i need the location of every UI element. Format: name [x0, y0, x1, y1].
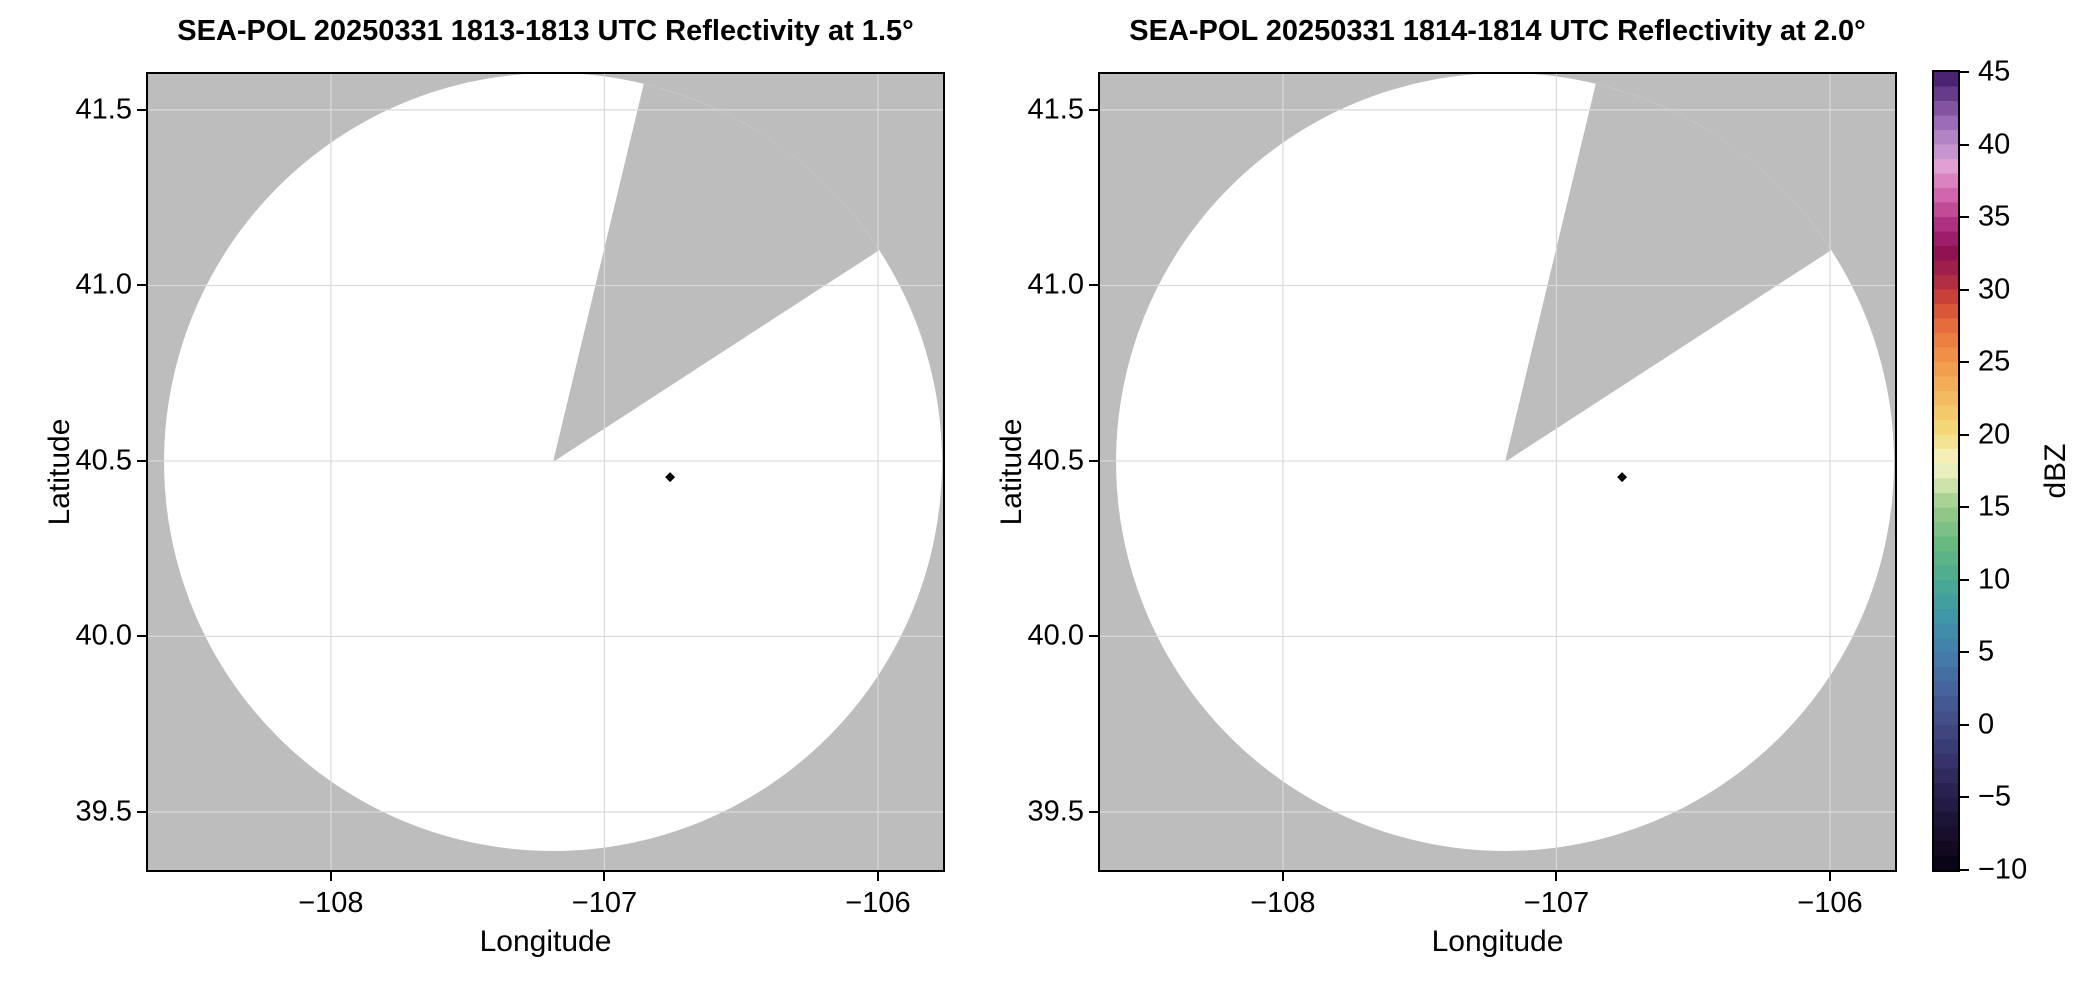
y-tick-label: 39.5: [75, 795, 132, 828]
missing-data-sector: [1505, 83, 1832, 463]
x-tick-label: −107: [571, 887, 638, 919]
x-axis-label: Longitude: [1431, 925, 1564, 958]
colorbar-tick-label: 35: [1978, 200, 2011, 233]
colorbar-tick-label: 25: [1978, 345, 2011, 378]
colorbar-tickmark: [1960, 71, 1969, 73]
radar-map-2: [1098, 72, 1897, 872]
colorbar-tickmark: [1960, 288, 1969, 291]
y-tickmark: [1089, 459, 1098, 462]
x-tick-label: −106: [845, 887, 911, 919]
y-axis-label: Latitude: [995, 418, 1028, 526]
colorbar-bar: [1932, 70, 1960, 872]
site-marker: [1617, 472, 1628, 483]
colorbar-tickmark: [1960, 651, 1969, 654]
plot-title-1: SEA-POL 20250331 1813-1813 UTC Reflectiv…: [177, 15, 914, 47]
y-tickmark: [137, 459, 146, 462]
x-tick-label: −107: [1523, 887, 1590, 919]
x-tickmark: [1281, 872, 1284, 881]
y-tick-label: 40.5: [75, 444, 132, 477]
x-tick-label: −106: [1797, 887, 1863, 919]
colorbar-tick-label: −10: [1978, 853, 2028, 886]
colorbar-tickmark: [1960, 143, 1969, 146]
y-tick-label: 41.5: [1027, 93, 1084, 126]
axes-border: [146, 72, 945, 872]
site-marker: [665, 472, 676, 483]
axes-border: [1098, 72, 1897, 872]
colorbar-tickmark: [1960, 216, 1969, 219]
colorbar-tickmark: [1960, 578, 1969, 581]
x-tick-label: −108: [298, 887, 364, 919]
radar-map-1: [146, 72, 945, 872]
x-tickmark: [876, 872, 879, 881]
colorbar-tick-label: 0: [1978, 708, 1995, 741]
y-tick-label: 39.5: [1027, 795, 1084, 828]
y-tick-label: 40.5: [1027, 444, 1084, 477]
y-tick-label: 41.0: [75, 268, 132, 301]
x-tickmark: [329, 872, 332, 881]
y-tickmark: [1089, 810, 1098, 813]
y-tickmark: [137, 284, 146, 287]
y-tickmark: [1089, 284, 1098, 287]
colorbar-tick-label: 30: [1978, 273, 2011, 306]
y-tickmark: [1089, 635, 1098, 638]
x-tickmark: [603, 872, 606, 881]
x-tick-label: −108: [1250, 887, 1316, 919]
colorbar-tick-label: 15: [1978, 490, 2011, 523]
y-tick-label: 40.0: [75, 619, 132, 652]
y-axis-label: Latitude: [43, 418, 76, 526]
colorbar-tickmark: [1960, 433, 1969, 436]
y-tick-label: 41.5: [75, 93, 132, 126]
y-tickmark: [1089, 108, 1098, 111]
colorbar-tick-label: 40: [1978, 128, 2011, 161]
colorbar-tick-label: 20: [1978, 418, 2011, 451]
plot-title-2: SEA-POL 20250331 1814-1814 UTC Reflectiv…: [1129, 15, 1866, 47]
colorbar-tick-label: 45: [1978, 55, 2011, 88]
x-tickmark: [1828, 872, 1831, 881]
colorbar-tickmark: [1960, 723, 1969, 726]
y-tickmark: [137, 810, 146, 813]
y-tickmark: [137, 108, 146, 111]
y-tick-label: 40.0: [1027, 619, 1084, 652]
missing-data-sector: [553, 83, 880, 463]
colorbar-tickmark: [1960, 361, 1969, 364]
y-tick-label: 41.0: [1027, 268, 1084, 301]
colorbar-axis-label: dBZ: [2039, 443, 2072, 499]
colorbar-tick-label: 10: [1978, 563, 2011, 596]
x-axis-label: Longitude: [479, 925, 612, 958]
colorbar-tickmark: [1960, 506, 1969, 509]
colorbar-tickmark: [1960, 796, 1969, 799]
colorbar-tickmark: [1960, 869, 1969, 871]
colorbar-tick-label: −5: [1978, 780, 2012, 813]
colorbar-tick-label: 5: [1978, 635, 1995, 668]
x-tickmark: [1555, 872, 1558, 881]
y-tickmark: [137, 635, 146, 638]
